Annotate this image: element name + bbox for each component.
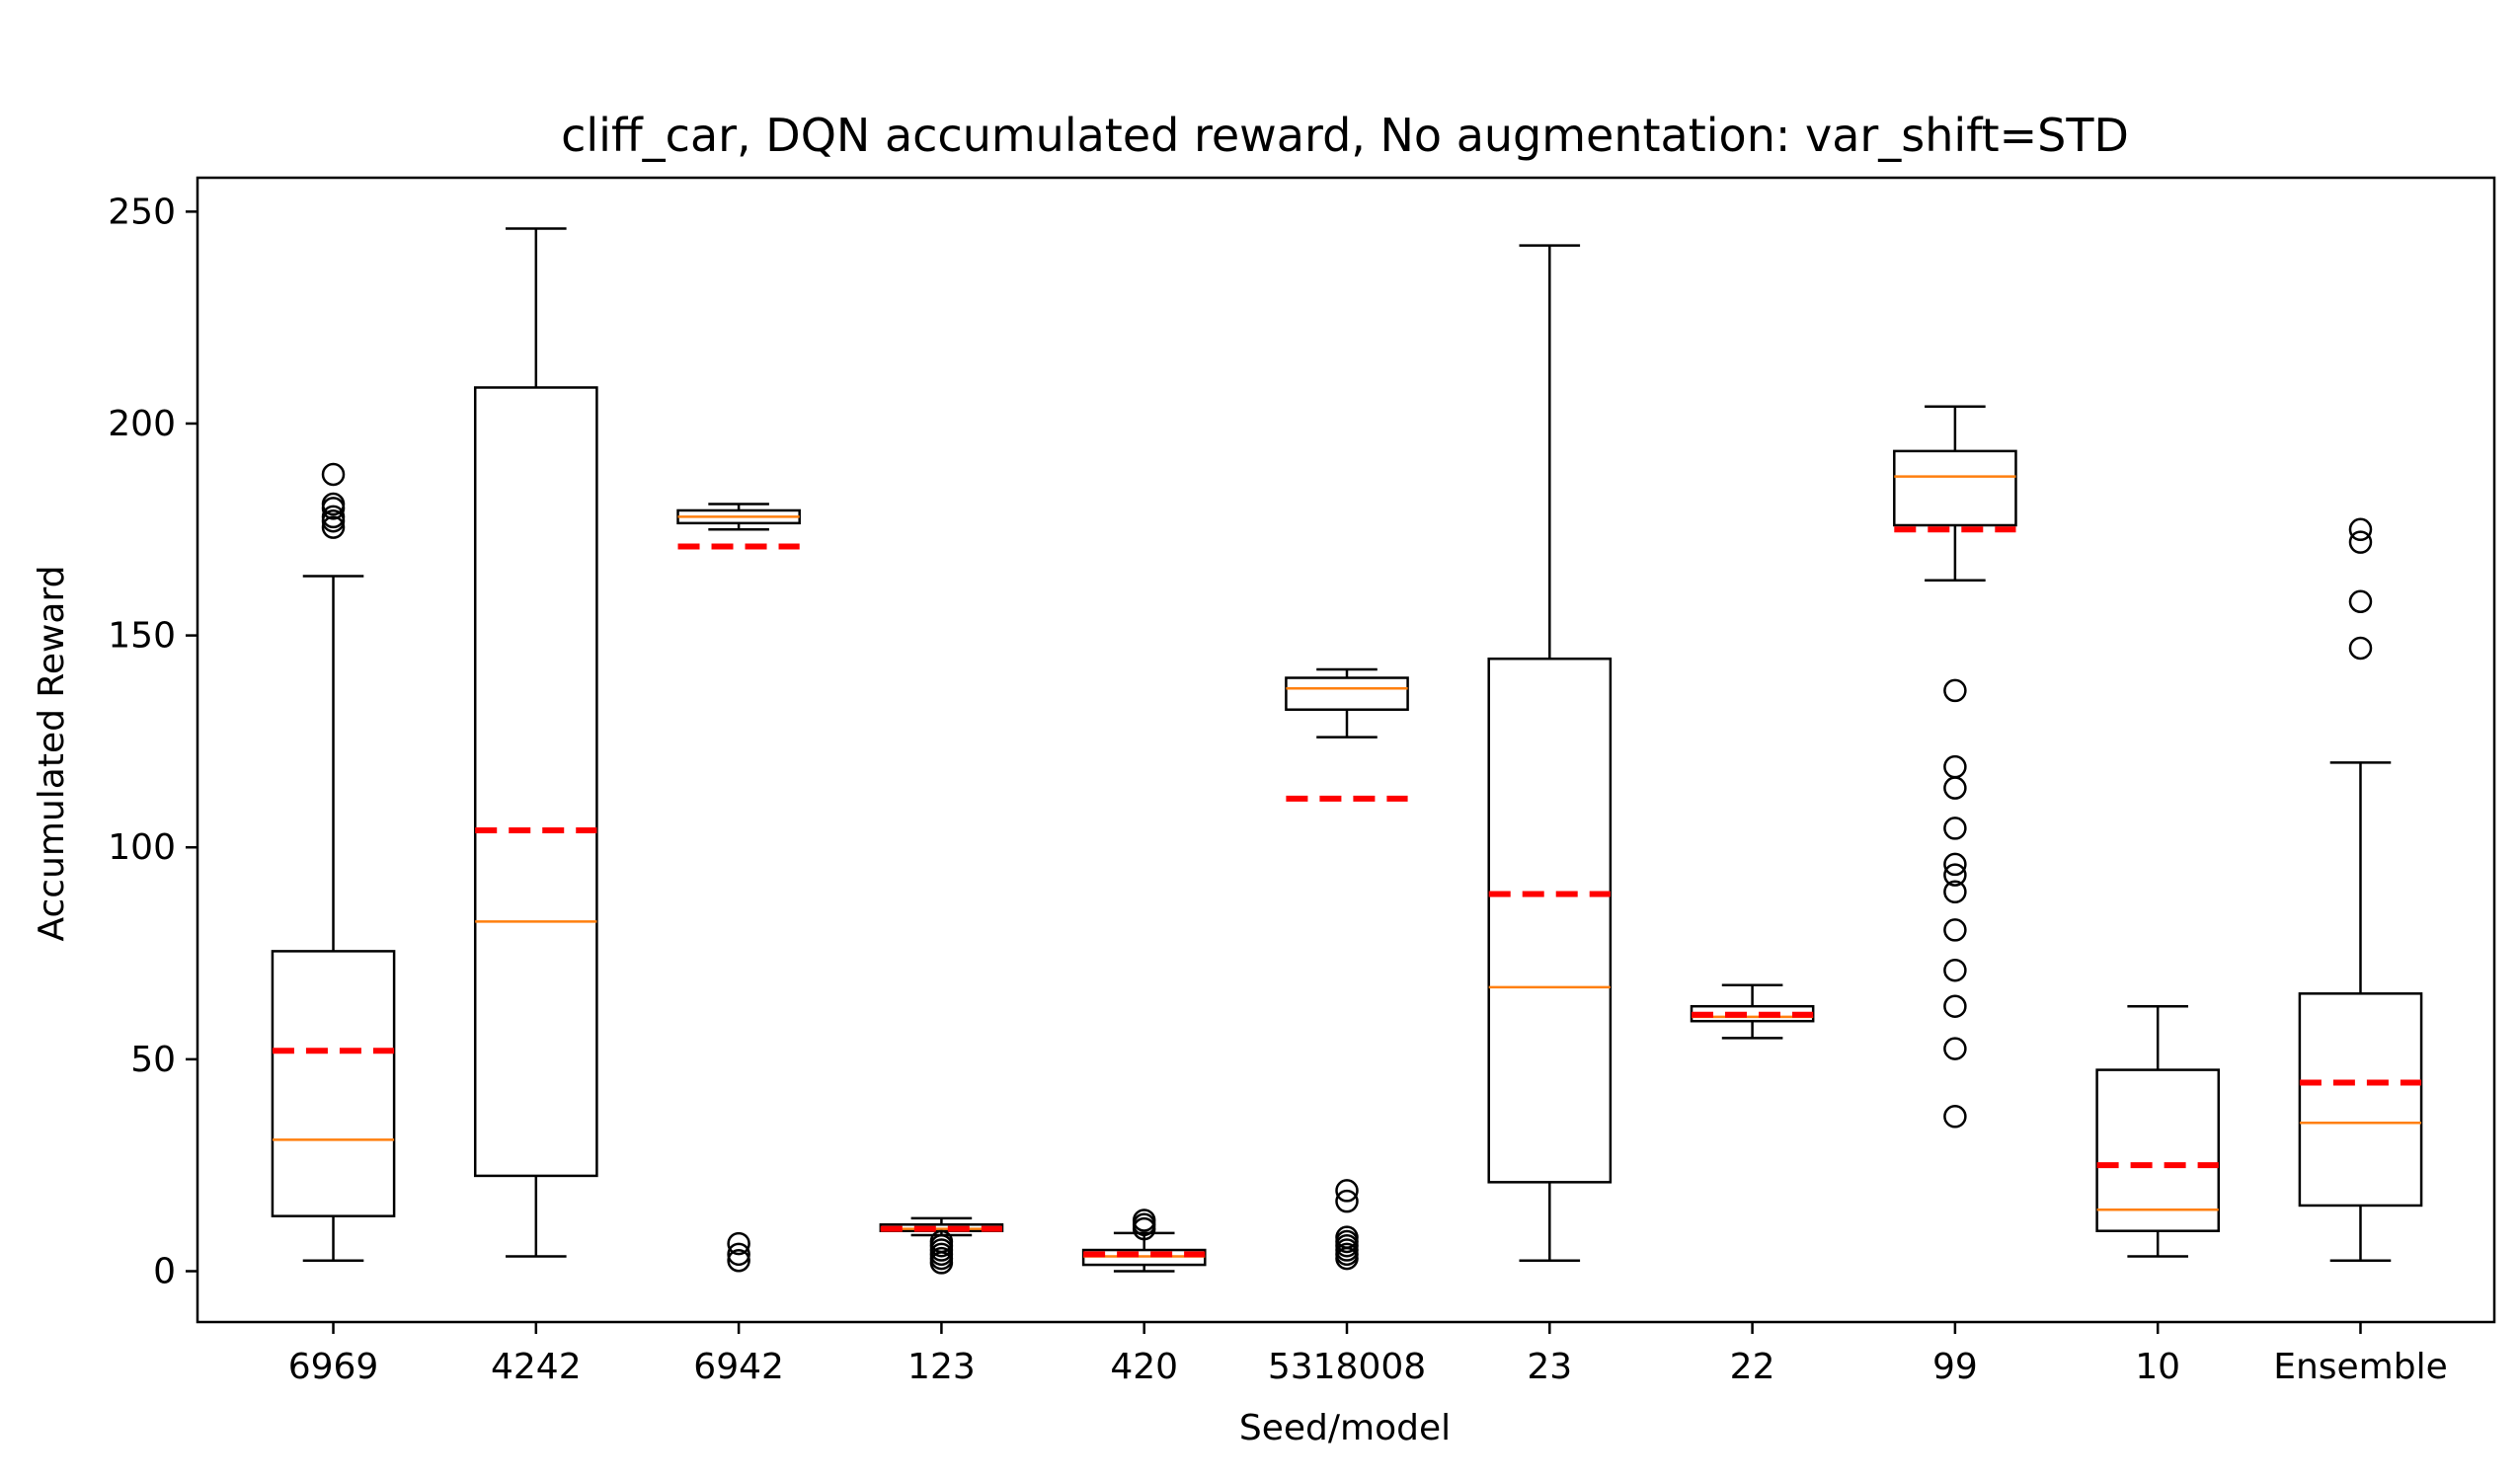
outlier-point [1943,754,1967,779]
outlier-point [1943,678,1967,703]
y-tick-label: 200 [108,404,176,444]
outlier-point [1943,958,1967,982]
box-iqr [2298,992,2423,1208]
y-tick-label: 150 [108,616,176,657]
x-tick-label: 4242 [491,1347,582,1387]
outlier-point [321,492,346,516]
outlier-point [2348,636,2373,661]
outlier-point [321,462,346,487]
plot-area: 0 50 100 150 200 250 6969 4242 6942 123 420 5318008… [108,192,2447,1387]
outlier-point [1943,1037,1967,1060]
outlier-point [727,1249,750,1273]
y-tick-label: 250 [108,192,176,232]
x-tick-label: 6942 [693,1347,784,1387]
box-iqr [2095,1068,2221,1232]
outlier-point [1943,817,1967,840]
x-axis-label: Seed/model [1239,1408,1451,1448]
x-tick-label: 23 [1527,1347,1572,1387]
y-tick-label: 50 [130,1040,176,1080]
outlier-point [1335,1179,1359,1203]
outlier-point [929,1229,954,1254]
outlier-point [1943,1105,1967,1129]
box-iqr [1285,676,1409,711]
box-iqr [473,386,598,1178]
outlier-point [321,515,346,539]
x-tick-label: 10 [2135,1347,2180,1387]
x-tick-label: 5318008 [1268,1347,1426,1387]
box-iqr [271,950,396,1217]
outlier-point [1943,918,1967,942]
outlier-point [1335,1189,1359,1213]
box-iqr [1893,449,2017,527]
outlier-point [1335,1225,1359,1249]
x-tick-label: Ensemble [2273,1347,2448,1387]
y-tick-label: 0 [153,1251,176,1291]
outlier-point [1132,1208,1156,1232]
outlier-point [1943,880,1967,904]
outlier-point [321,505,346,529]
outlier-point [2348,589,2373,614]
chart-title: cliff_car, DQN accumulated reward, No au… [561,109,2129,162]
outlier-point [2348,530,2373,554]
y-axis-label: Accumulated Reward [32,566,72,942]
x-tick-label: 6969 [288,1347,379,1387]
x-tick-label: 123 [907,1347,976,1387]
x-tick-label: 22 [1730,1347,1775,1387]
outlier-point [727,1231,750,1256]
outlier-point [1943,852,1967,877]
y-tick-label: 100 [108,827,176,868]
x-tick-label: 99 [1932,1347,1978,1387]
plot-frame [196,176,2496,1324]
outlier-point [727,1242,750,1267]
outlier-point [1943,776,1967,800]
box-iqr [1487,657,1613,1184]
x-tick-label: 420 [1110,1347,1178,1387]
outlier-point [1943,994,1967,1018]
outlier-point [1943,863,1967,887]
outlier-point [2348,517,2373,542]
